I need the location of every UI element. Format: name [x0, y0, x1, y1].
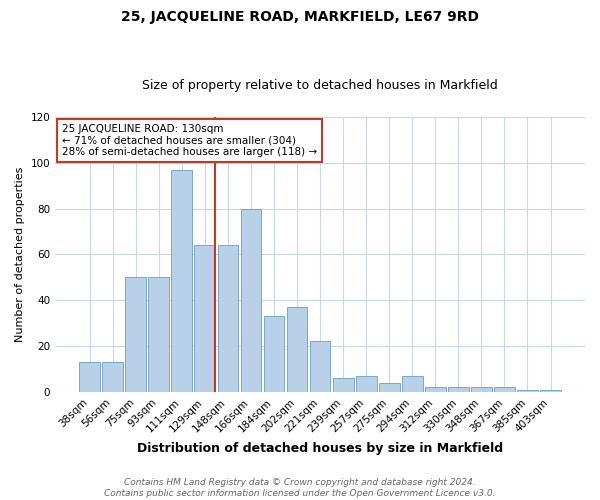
Bar — [517, 390, 538, 392]
X-axis label: Distribution of detached houses by size in Markfield: Distribution of detached houses by size … — [137, 442, 503, 455]
Bar — [379, 383, 400, 392]
Bar — [333, 378, 353, 392]
Text: 25, JACQUELINE ROAD, MARKFIELD, LE67 9RD: 25, JACQUELINE ROAD, MARKFIELD, LE67 9RD — [121, 10, 479, 24]
Bar — [102, 362, 123, 392]
Text: 25 JACQUELINE ROAD: 130sqm
← 71% of detached houses are smaller (304)
28% of sem: 25 JACQUELINE ROAD: 130sqm ← 71% of deta… — [62, 124, 317, 157]
Bar — [425, 388, 446, 392]
Bar — [218, 245, 238, 392]
Title: Size of property relative to detached houses in Markfield: Size of property relative to detached ho… — [142, 79, 498, 92]
Bar — [79, 362, 100, 392]
Bar — [356, 376, 377, 392]
Bar — [448, 388, 469, 392]
Y-axis label: Number of detached properties: Number of detached properties — [15, 166, 25, 342]
Bar — [402, 376, 422, 392]
Bar — [310, 342, 331, 392]
Bar — [287, 307, 307, 392]
Bar — [172, 170, 192, 392]
Bar — [241, 208, 262, 392]
Text: Contains HM Land Registry data © Crown copyright and database right 2024.
Contai: Contains HM Land Registry data © Crown c… — [104, 478, 496, 498]
Bar — [494, 388, 515, 392]
Bar — [125, 278, 146, 392]
Bar — [263, 316, 284, 392]
Bar — [471, 388, 492, 392]
Bar — [194, 245, 215, 392]
Bar — [148, 278, 169, 392]
Bar — [540, 390, 561, 392]
